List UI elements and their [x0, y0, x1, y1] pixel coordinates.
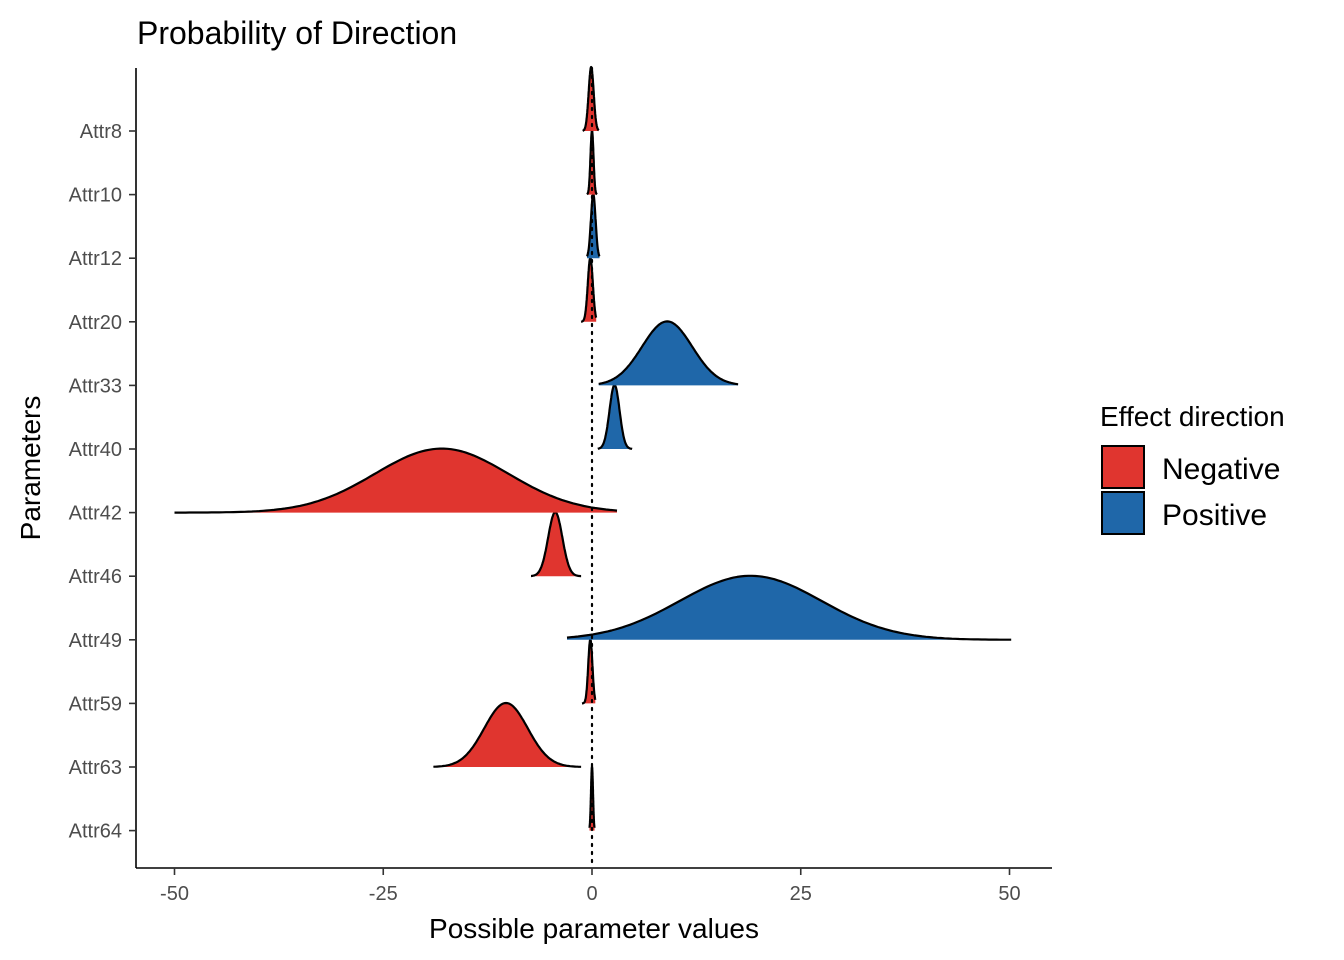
ridge-fill-attr63 [433, 703, 582, 767]
y-tick-label: Attr40 [69, 439, 122, 461]
y-tick-label: Attr33 [69, 375, 122, 397]
ridge-fill-attr42 [174, 448, 617, 513]
y-tick-label: Attr20 [69, 312, 122, 334]
plot-panel [174, 65, 1012, 868]
ridge-fill-attr40 [597, 385, 633, 449]
y-tick-label: Attr42 [69, 503, 122, 525]
x-tick-label: 0 [586, 883, 597, 905]
chart-title: Probability of Direction [137, 15, 457, 51]
legend-label-positive: Positive [1162, 499, 1267, 532]
x-tick-label: -25 [369, 883, 398, 905]
y-tick-label: Attr12 [69, 248, 122, 270]
legend-swatch-positive [1101, 491, 1145, 535]
ridge-outline-attr20 [580, 256, 598, 323]
x-tick-label: -50 [160, 883, 189, 905]
x-tick-label: 25 [790, 883, 812, 905]
y-tick-label: Attr46 [69, 566, 122, 588]
y-tick-label: Attr63 [69, 757, 122, 779]
y-tick-label: Attr10 [69, 185, 122, 207]
legend: Effect direction Negative Positive [1100, 401, 1285, 535]
x-tick-label: 50 [998, 883, 1020, 905]
y-tick-label: Attr64 [69, 821, 122, 843]
y-tick-label: Attr49 [69, 630, 122, 652]
density-ridges [174, 65, 1012, 831]
y-tick-label: Attr8 [80, 121, 122, 143]
ridge-outline-attr49 [566, 574, 1012, 641]
ridge-outline-attr63 [433, 701, 582, 768]
ridge-fill-attr49 [567, 575, 1012, 640]
y-tick-label: Attr59 [69, 693, 122, 715]
legend-title: Effect direction [1100, 401, 1285, 432]
ridge-outline-attr33 [598, 320, 739, 386]
legend-label-negative: Negative [1162, 453, 1280, 486]
ridge-fill-attr46 [531, 512, 582, 577]
x-axis-title: Possible parameter values [429, 913, 759, 944]
y-axis-ticks: Attr8 Attr10 Attr12 Attr20 Attr33 Attr40 Attr4… [69, 121, 136, 843]
ridge-outline-attr42 [174, 447, 618, 514]
legend-swatch-negative [1101, 445, 1145, 489]
x-axis-ticks: -50 -25 0 25 50 [160, 868, 1021, 905]
ridge-outline-attr8 [581, 65, 600, 132]
ridge-fill-attr33 [598, 321, 739, 386]
ridge-fill-attr20 [581, 257, 597, 322]
y-axis-title: Parameters [15, 396, 46, 541]
